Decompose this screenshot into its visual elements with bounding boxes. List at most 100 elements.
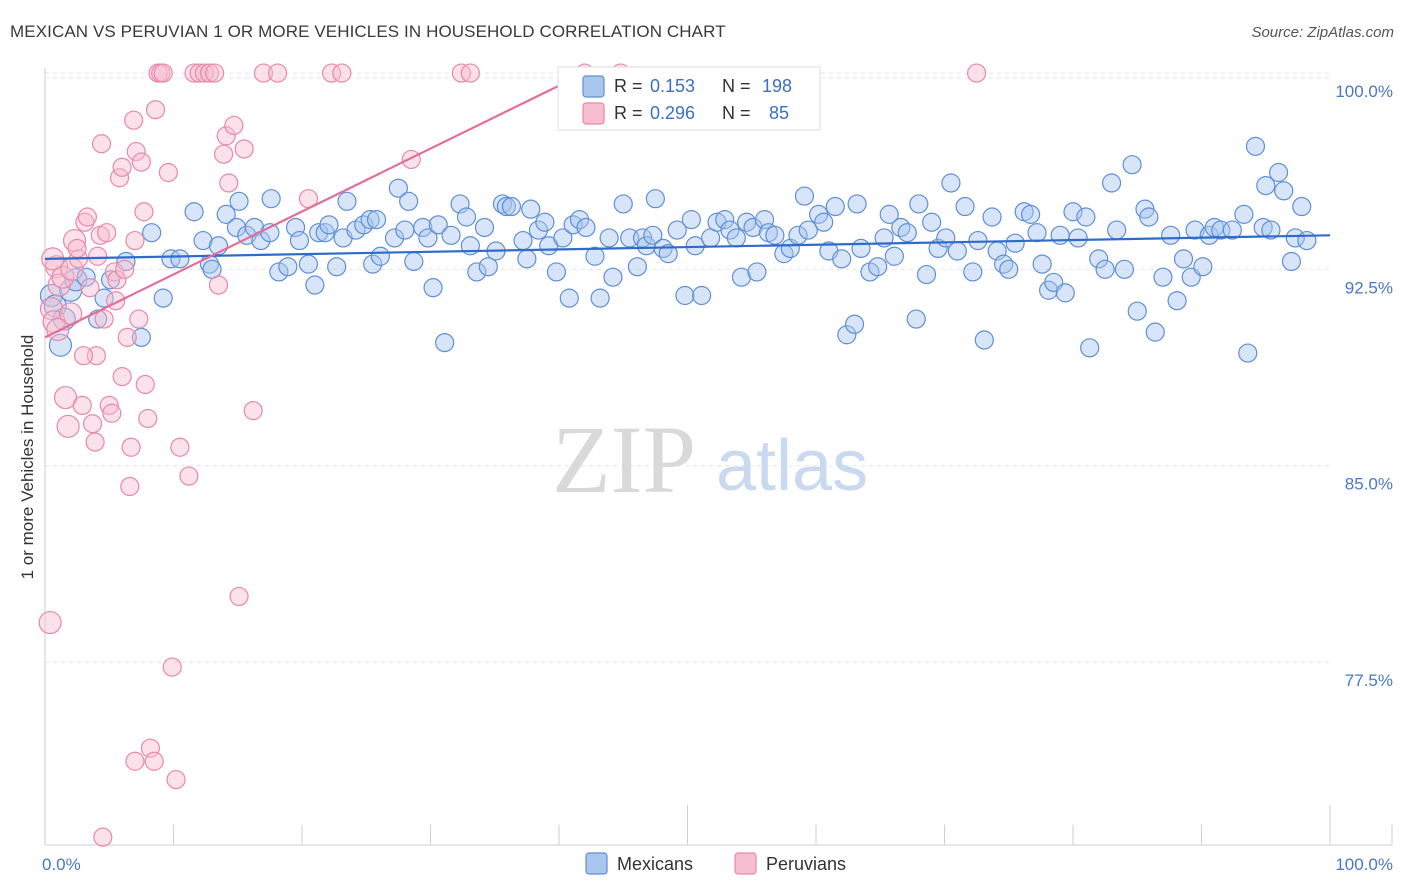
- peruvians-point: [85, 432, 105, 452]
- mexicans-point: [675, 285, 695, 306]
- mexicans-point: [1161, 225, 1181, 245]
- mexicans-point: [474, 217, 495, 238]
- mexicans-point: [974, 330, 994, 350]
- mexicans-point: [1145, 322, 1165, 342]
- mexicans-point: [395, 220, 415, 240]
- peruvians-point: [53, 385, 78, 410]
- peruvians-point: [125, 751, 145, 771]
- peruvians-point: [194, 63, 214, 83]
- peruvians-point: [184, 63, 204, 83]
- mexicans-point: [569, 210, 590, 230]
- mexicans-point: [289, 230, 310, 251]
- mexicans-point: [184, 202, 204, 222]
- mexicans-point: [418, 228, 438, 248]
- mexicans-point: [193, 230, 213, 251]
- watermark-atlas: atlas: [716, 426, 868, 506]
- mexicans-point: [1020, 204, 1041, 224]
- peruvians-point: [67, 238, 87, 258]
- mexicans-point: [590, 288, 610, 308]
- mexicans-point: [553, 228, 573, 248]
- chart-title: MEXICAN VS PERUVIAN 1 OR MORE VEHICLES I…: [10, 22, 726, 41]
- mexicans-point: [576, 217, 596, 238]
- mexicans-points: [39, 136, 1317, 363]
- peruvians-point: [144, 751, 164, 771]
- mexicans-point: [456, 207, 477, 227]
- mexicans-point: [1080, 338, 1100, 358]
- mexicans-point: [360, 210, 380, 230]
- source-label: Source: ZipAtlas.com: [1251, 24, 1394, 41]
- peruvians-point: [120, 476, 140, 497]
- peruvians-point: [134, 202, 154, 222]
- mexicans-point: [1297, 230, 1317, 251]
- mexicans-point: [1274, 181, 1294, 201]
- peruvians-point: [401, 149, 421, 170]
- mexicans-point: [1101, 173, 1122, 193]
- mexicans-point: [528, 220, 549, 240]
- mexicans-point: [170, 249, 190, 269]
- peruvians-point: [62, 228, 87, 253]
- mexicans-point: [435, 333, 455, 353]
- mexicans-point: [546, 262, 567, 282]
- mexicans-point: [131, 327, 151, 347]
- peruvians-point: [93, 827, 113, 847]
- axes: [44, 68, 1393, 846]
- mexicans-point: [521, 199, 541, 219]
- mexicans-point: [388, 178, 408, 198]
- mexicans-point: [1238, 343, 1258, 363]
- peruvians-point: [51, 265, 75, 289]
- mexicans-point: [309, 223, 329, 243]
- mexicans-point: [868, 257, 888, 277]
- peruvians-point: [243, 401, 263, 421]
- watermark-zip: ZIP: [552, 406, 696, 513]
- peruvians-point: [38, 610, 62, 635]
- peruvians-point: [153, 63, 173, 83]
- mexicans-point: [1068, 228, 1088, 248]
- x-tick-label-end: 100.0%: [1335, 855, 1393, 874]
- mexicans-point: [643, 225, 663, 245]
- mexicans-point: [968, 230, 988, 251]
- mexicans-point: [327, 257, 347, 277]
- mexicans-point: [999, 259, 1019, 279]
- mexicans-point: [928, 238, 948, 258]
- mexicans-point: [982, 207, 1002, 227]
- mexicans-point: [535, 212, 555, 232]
- peruvians-point: [124, 110, 144, 130]
- mexicans-point: [269, 262, 289, 282]
- mexicans-point: [884, 246, 904, 266]
- peruvians-point: [234, 139, 254, 159]
- mexicans-point: [1032, 254, 1052, 274]
- mexicans-point: [1268, 162, 1289, 183]
- mexicans-point: [76, 267, 96, 287]
- peruvians-point: [208, 275, 229, 295]
- mexicans-point: [1027, 223, 1047, 243]
- mexicans-point: [354, 215, 374, 235]
- peruvians-point: [125, 230, 145, 251]
- peruvians-point: [179, 466, 199, 486]
- mexicans-point: [1139, 207, 1159, 227]
- mexicans-point: [305, 275, 325, 295]
- mexicans-point: [851, 238, 871, 258]
- peruvians-point: [91, 134, 112, 154]
- mexicans-point: [94, 288, 114, 308]
- mexicans-point: [814, 212, 834, 232]
- mexicans-point: [794, 186, 815, 206]
- peruvians-point: [967, 63, 987, 83]
- peruvians-point: [214, 144, 234, 164]
- mexicans-point: [645, 189, 665, 209]
- peruvians-point: [75, 212, 95, 232]
- peruvians-point: [131, 152, 151, 172]
- legend-n-label-peruvians: N =: [722, 103, 751, 123]
- mexicans-point: [399, 191, 419, 211]
- mexicans-point: [681, 210, 701, 230]
- mexicans-point: [1173, 249, 1194, 269]
- mexicans-point: [720, 220, 740, 240]
- peruvians-point: [267, 63, 288, 83]
- peruvians-point: [158, 162, 178, 183]
- mexicans-point: [847, 194, 867, 214]
- mexicans-point: [916, 264, 937, 285]
- mexicans-point: [1127, 301, 1147, 321]
- mexicans-point: [1050, 225, 1070, 245]
- mexicans-point: [1089, 249, 1109, 269]
- mexicans-point: [658, 244, 678, 264]
- y-axis-label: 1 or more Vehicles in Household: [18, 335, 37, 580]
